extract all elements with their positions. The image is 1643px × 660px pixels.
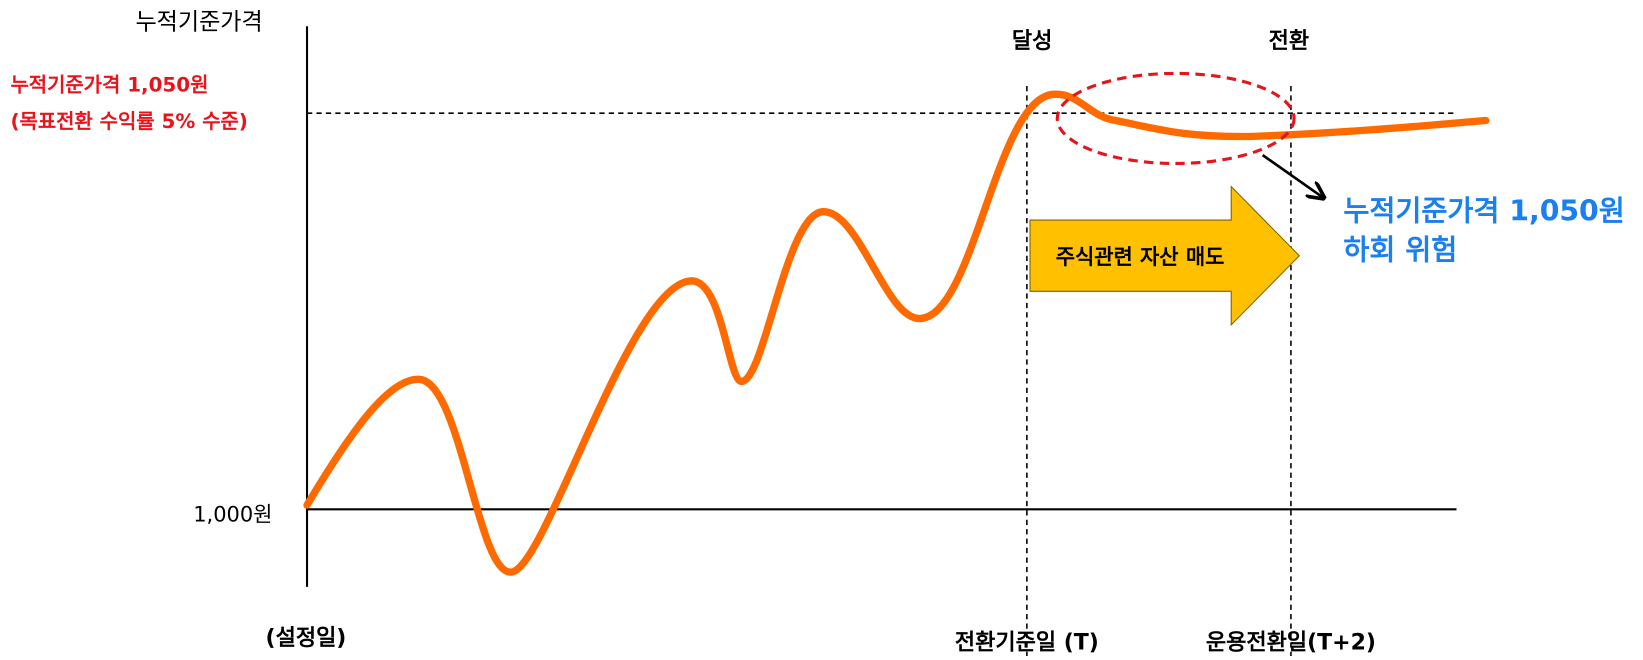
action-label: 주식관련 자산 매도 <box>1056 245 1225 269</box>
target-note: (목표전환 수익률 5% 수준) <box>10 110 247 133</box>
target-label: 누적기준가격 1,050원 <box>10 73 208 96</box>
risk-ellipse <box>1055 71 1296 166</box>
price-curve <box>303 90 1490 576</box>
t-label: 전환기준일 (T) <box>955 630 1099 655</box>
convert-label: 전환 <box>1269 29 1309 54</box>
t2-label: 운용전환일(T+2) <box>1206 630 1376 655</box>
risk-label: 누적기준가격 1,050원 <box>1343 195 1624 228</box>
action-arrow <box>1029 185 1301 327</box>
start-label: (설정일) <box>266 626 347 651</box>
base-label: 1,000원 <box>193 503 272 527</box>
y-axis-title: 누적기준가격 <box>135 10 262 36</box>
achieve-label: 달성 <box>1012 29 1052 54</box>
risk-pointer <box>1261 154 1323 197</box>
risk-note: 하회 위험 <box>1343 234 1457 267</box>
